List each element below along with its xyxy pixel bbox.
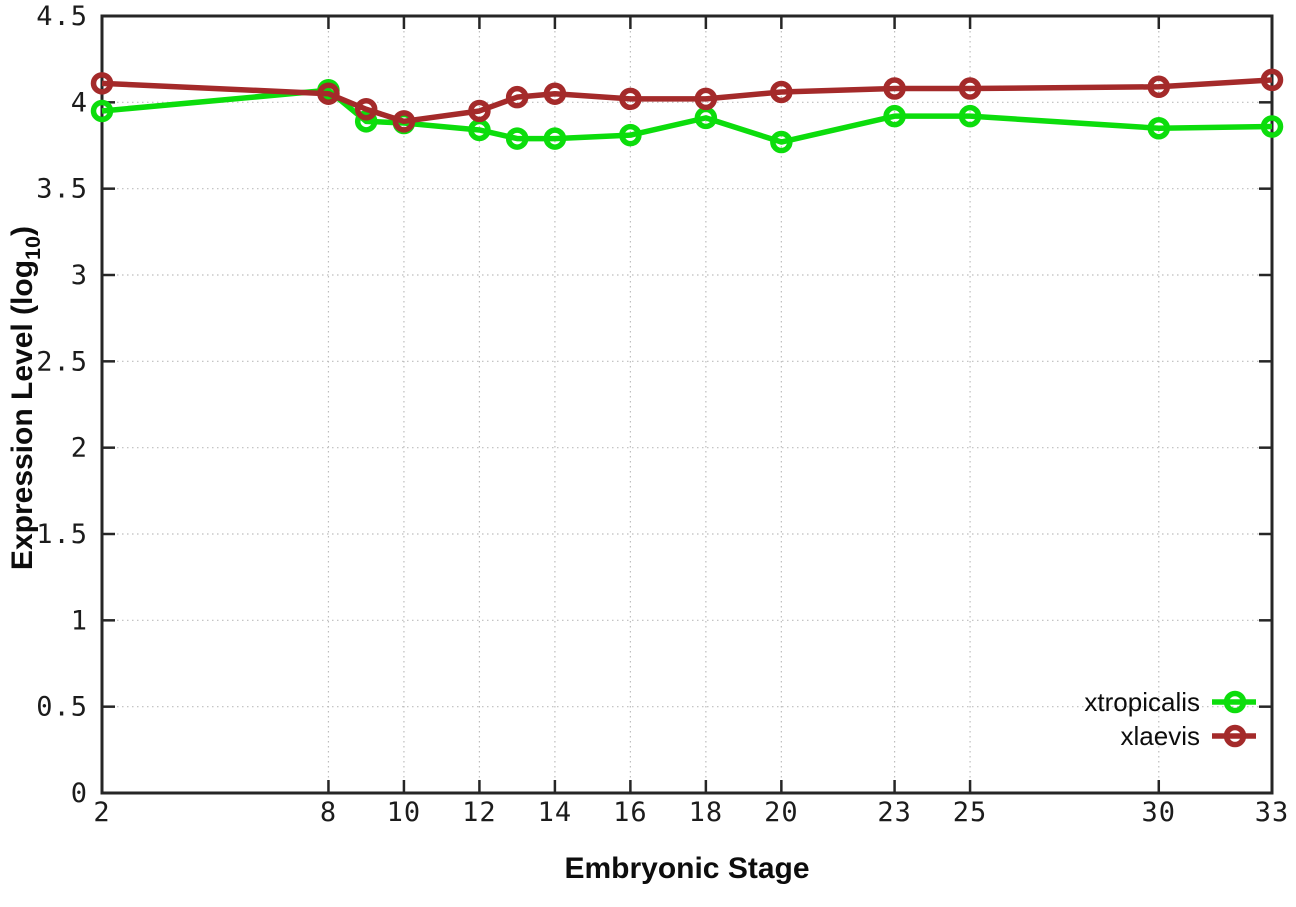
data-point-xlaevis	[619, 87, 642, 111]
data-point-xlaevis	[1147, 75, 1171, 99]
y-tick-label: 2.5	[36, 346, 88, 377]
data-point-xlaevis	[392, 110, 416, 133]
series-line-xlaevis	[101, 77, 1273, 125]
data-point-xtropicalis	[354, 110, 378, 133]
y-tick-label: 3.5	[36, 174, 88, 205]
legend-item-xlaevis: xlaevis	[1084, 720, 1256, 752]
x-tick-label: 25	[953, 797, 988, 828]
x-tick-label: 12	[462, 797, 497, 828]
data-point-xtropicalis	[505, 127, 529, 150]
x-axis-title: Embryonic Stage	[564, 852, 810, 885]
data-point-xlaevis	[90, 72, 114, 95]
y-tick-label: 0.5	[36, 692, 88, 723]
x-tick-label: 23	[877, 797, 912, 828]
y-axis-title-suffix: )	[6, 225, 40, 236]
y-tick-label: 0	[71, 778, 88, 809]
x-tick-label: 20	[764, 797, 799, 828]
y-tick-label: 1.5	[36, 519, 88, 550]
data-point-xtropicalis	[543, 127, 567, 150]
data-point-xlaevis	[468, 99, 491, 123]
data-point-xlaevis	[883, 77, 906, 100]
legend-sample-circle-icon	[1223, 724, 1247, 748]
x-tick-label: 10	[387, 797, 422, 828]
y-tick-label: 1	[71, 605, 88, 636]
y-tick-label: 4	[71, 87, 88, 118]
data-point-xlaevis	[1260, 68, 1284, 92]
data-point-xtropicalis	[883, 104, 906, 128]
x-tick-label: 33	[1255, 797, 1290, 828]
data-point-xlaevis	[958, 77, 982, 100]
data-point-xtropicalis	[90, 99, 114, 123]
legend-label-xtropicalis: xtropicalis	[1084, 687, 1200, 717]
x-tick-label: 16	[613, 797, 648, 828]
y-axis-title-subscript: 10	[19, 235, 45, 260]
x-tick-label: 2	[93, 797, 110, 828]
data-point-xlaevis	[354, 97, 378, 121]
data-point-xtropicalis	[619, 123, 642, 147]
legend: xtropicalis xlaevis	[1084, 686, 1256, 752]
data-point-xlaevis	[770, 80, 793, 104]
legend-sample-circle-icon	[1223, 690, 1247, 714]
legend-item-xtropicalis: xtropicalis	[1084, 686, 1256, 718]
legend-marker-xlaevis	[1212, 724, 1256, 748]
data-point-xlaevis	[694, 87, 718, 111]
x-tick-label: 18	[689, 797, 724, 828]
y-tick-label: 4.5	[36, 1, 88, 32]
data-point-xlaevis	[543, 82, 567, 105]
y-axis-title-prefix: Expression Level (log	[6, 259, 40, 571]
legend-marker-xtropicalis	[1212, 690, 1256, 714]
y-tick-label: 3	[71, 260, 88, 291]
data-point-xlaevis	[317, 82, 340, 105]
data-point-xlaevis	[505, 85, 529, 109]
data-point-xtropicalis	[958, 104, 982, 128]
x-tick-label: 14	[538, 797, 573, 828]
y-axis-title: Expression Level (log10)	[6, 226, 46, 570]
plot-border	[100, 14, 1274, 795]
x-tick-label: 30	[1142, 797, 1177, 828]
data-point-xtropicalis	[1147, 116, 1171, 140]
y-tick-label: 2	[71, 433, 88, 464]
data-point-xtropicalis	[1260, 115, 1284, 138]
x-tick-label: 8	[320, 797, 337, 828]
legend-label-xlaevis: xlaevis	[1120, 721, 1200, 751]
data-point-xtropicalis	[770, 130, 793, 154]
